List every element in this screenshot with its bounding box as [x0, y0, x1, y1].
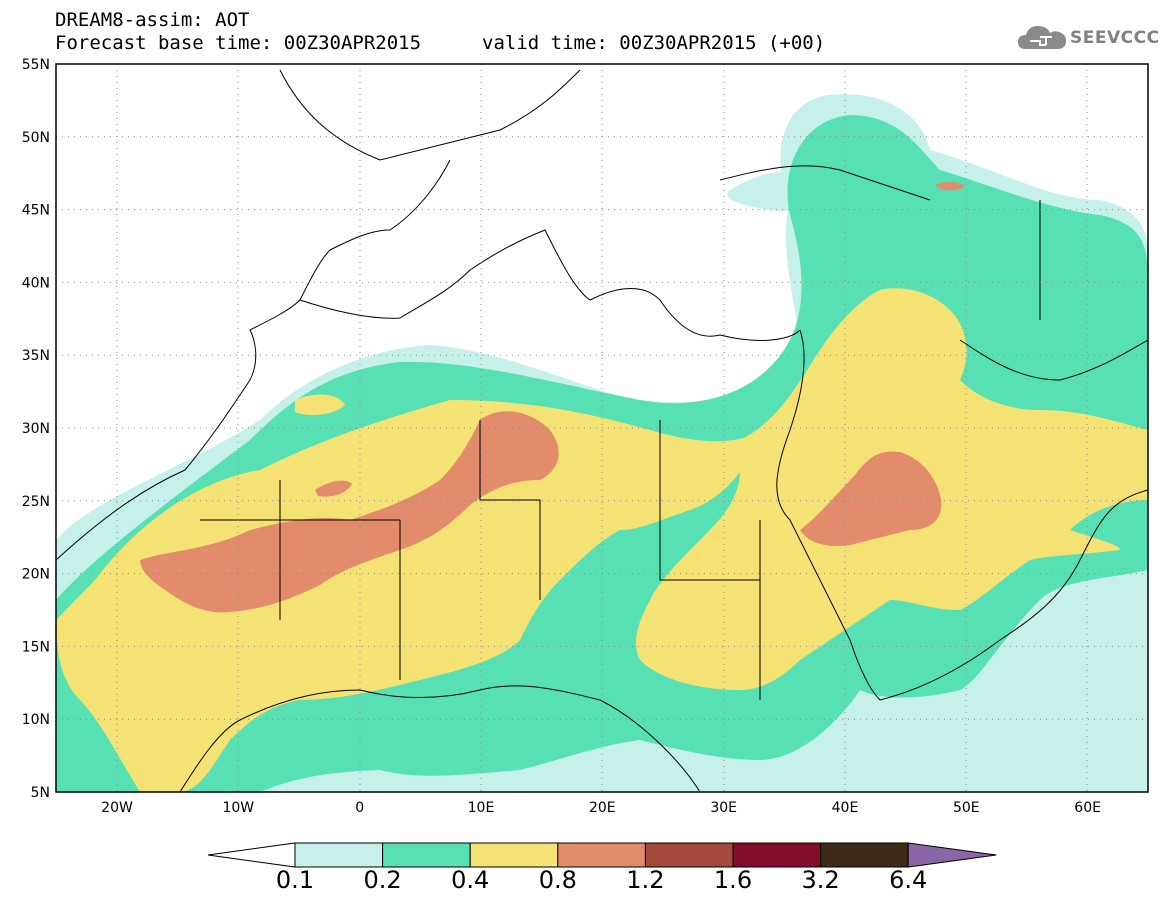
colorbar-box — [732, 842, 822, 868]
colorbar-label: 0.8 — [538, 866, 577, 894]
valid-time: valid time: 00Z30APR2015 (+00) — [482, 32, 826, 54]
colorbar-label: 3.2 — [801, 866, 840, 894]
colorbar-box — [469, 842, 559, 868]
lat-label: 50N — [22, 130, 50, 146]
lon-label: 50E — [953, 800, 980, 816]
lat-label: 20N — [22, 567, 50, 583]
latitude-labels: 55N 50N 45N 40N 35N 30N 25N 20N 15N 10N 5N — [22, 57, 50, 801]
lat-label: 15N — [22, 639, 50, 655]
map-frame — [55, 63, 1149, 793]
lon-label: 20E — [589, 800, 616, 816]
colorbar-label: 1.6 — [713, 866, 753, 894]
lat-label: 40N — [22, 275, 50, 291]
colorbar-label: 0.2 — [363, 866, 402, 894]
colorbar-label: 1.2 — [626, 866, 665, 894]
lon-label: 10W — [222, 800, 254, 816]
colorbar-label: 6.4 — [889, 866, 928, 894]
lat-label: 5N — [31, 785, 50, 801]
cloud-icon — [1018, 26, 1066, 49]
colorbar-box — [382, 842, 471, 868]
colorbar-label: 0.1 — [275, 866, 315, 894]
lat-label: 35N — [22, 348, 50, 364]
lon-label: 40E — [832, 800, 859, 816]
colorbar-box — [644, 842, 734, 868]
lat-label: 45N — [22, 203, 50, 219]
lon-label: 10E — [468, 800, 495, 816]
colorbar-box — [294, 842, 384, 868]
aot-level-4-region — [140, 182, 965, 613]
lat-label: 10N — [22, 712, 50, 728]
lon-label: 30E — [710, 800, 737, 816]
coastlines — [56, 69, 1148, 792]
lon-label: 20W — [101, 800, 133, 816]
colorbar-box — [557, 842, 646, 868]
logo-text: SEEVCCC — [1070, 28, 1160, 48]
graticule — [56, 64, 1148, 792]
lon-label: 60E — [1074, 800, 1101, 816]
longitude-labels: 20W 10W 0 10E 20E 30E 40E 50E 60E — [101, 800, 1101, 816]
colorbar-box — [820, 842, 909, 868]
colorbar-max-arrow — [907, 842, 997, 868]
lon-label: 0 — [355, 800, 364, 816]
seevccc-logo: SEEVCCC — [1016, 22, 1159, 58]
forecast-base-time: Forecast base time: 00Z30APR2015 — [55, 32, 422, 54]
lat-label: 30N — [22, 421, 50, 437]
map-title: DREAM8-assim: AOT — [55, 9, 250, 31]
lat-label: 55N — [22, 57, 50, 73]
colorbar-min-arrow — [207, 842, 296, 868]
lat-label: 25N — [22, 494, 50, 510]
colorbar-label: 0.4 — [451, 866, 490, 894]
